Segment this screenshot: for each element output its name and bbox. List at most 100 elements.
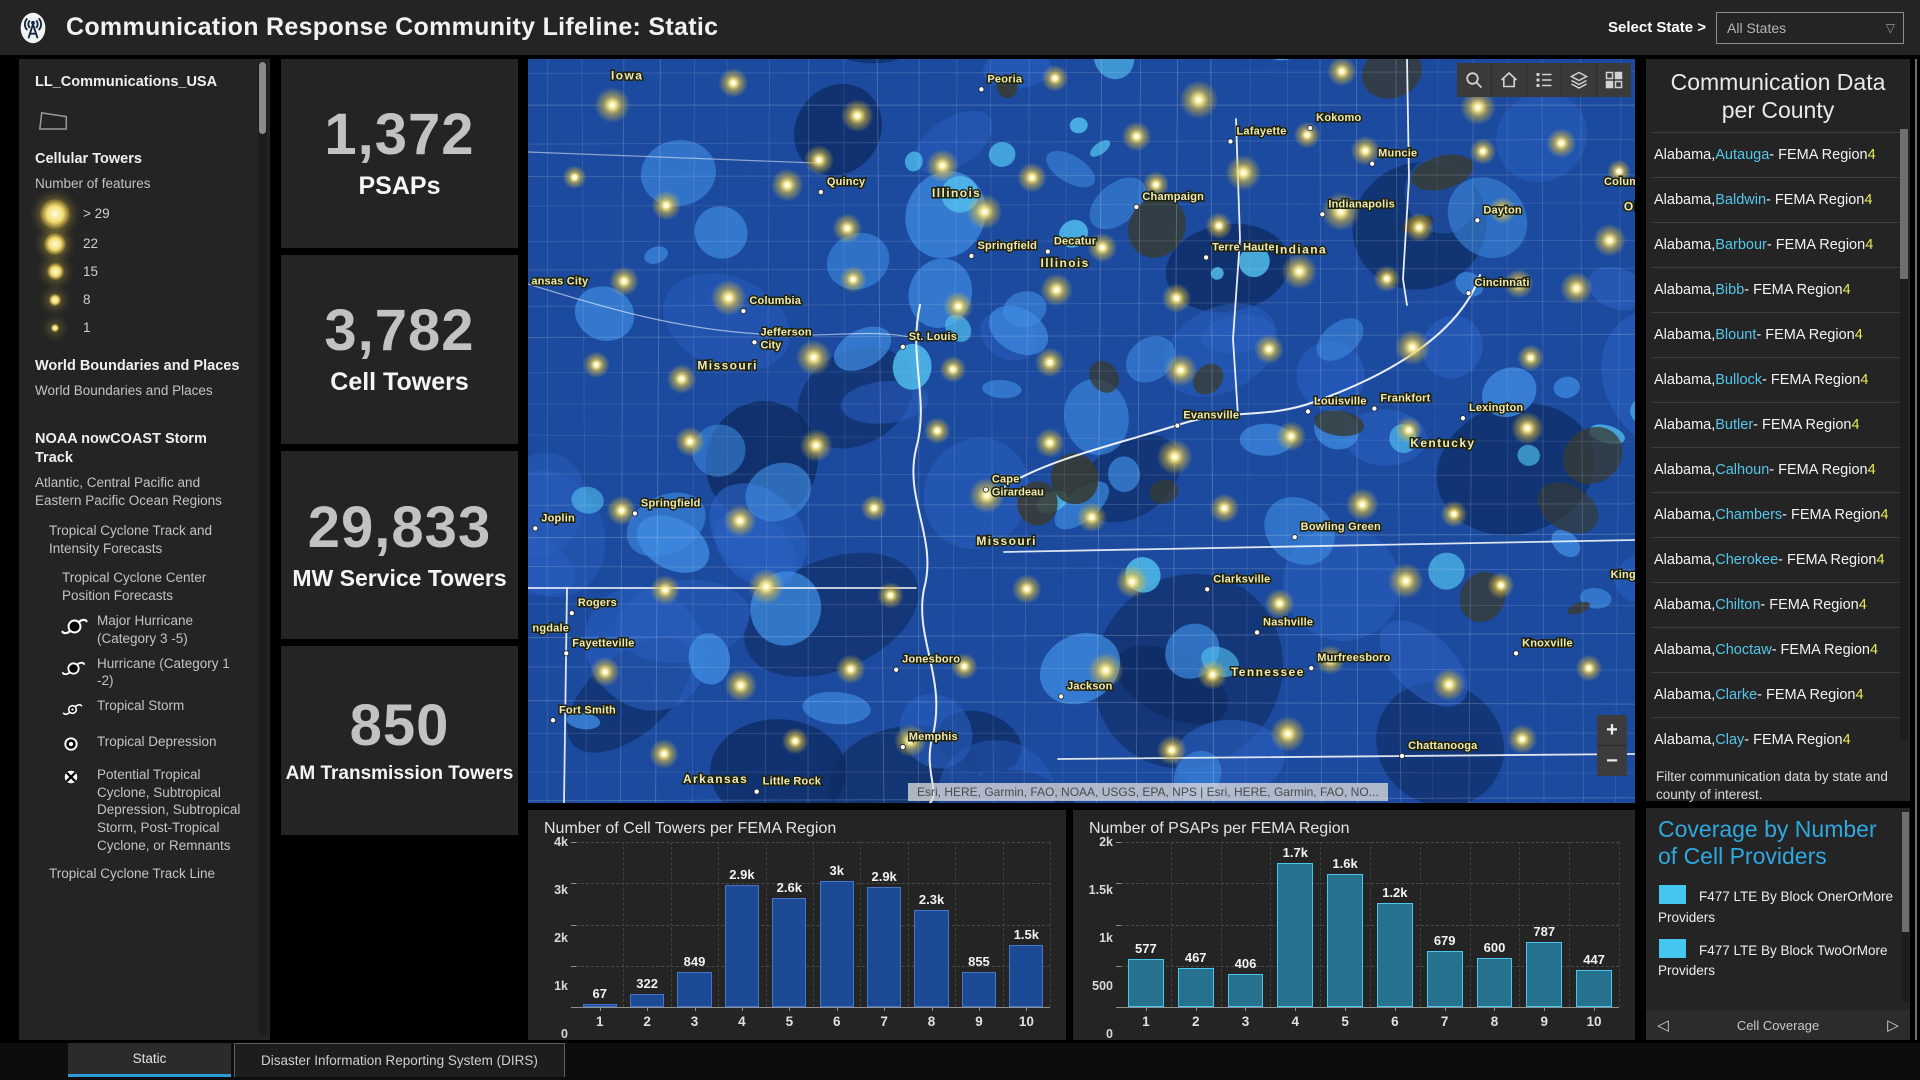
bar[interactable]: [1576, 970, 1612, 1007]
county-row[interactable]: Alabama, Blount - FEMA Region 4: [1652, 312, 1900, 357]
county-middle-text: - FEMA Region: [1757, 687, 1856, 704]
county-row[interactable]: Alabama, Bullock - FEMA Region 4: [1652, 357, 1900, 402]
sidebar-scrollbar-thumb[interactable]: [259, 62, 266, 134]
v-gridline: [718, 842, 720, 1007]
state-label: Arkansas: [683, 772, 748, 786]
x-tickmark: [1494, 1007, 1496, 1011]
zoom-out-button[interactable]: −: [1606, 749, 1618, 772]
city-label: Chattanooga: [1408, 740, 1478, 752]
x-category-label: 7: [1440, 1013, 1449, 1029]
county-name-text: Bibb: [1715, 282, 1745, 299]
tower-density-dot-wrap: [35, 198, 75, 229]
state-label: Missouri: [697, 359, 758, 373]
tab-dirs[interactable]: Disaster Information Reporting System (D…: [234, 1043, 565, 1077]
zoom-in-button[interactable]: +: [1597, 715, 1627, 746]
county-row[interactable]: Alabama, Chilton - FEMA Region 4: [1652, 582, 1900, 627]
home-button[interactable]: [1492, 63, 1527, 97]
bar[interactable]: [677, 971, 712, 1007]
county-row[interactable]: Alabama, Autauga - FEMA Region 4: [1652, 132, 1900, 177]
fema-region-number: 4: [1870, 642, 1879, 659]
y-tickmark: [1116, 842, 1121, 843]
bar[interactable]: [582, 1004, 617, 1007]
county-row[interactable]: Alabama, Clarke - FEMA Region 4: [1652, 672, 1900, 717]
county-row[interactable]: Alabama, Calhoun - FEMA Region 4: [1652, 447, 1900, 492]
county-list-scrollbar-thumb[interactable]: [1900, 129, 1908, 279]
county-row[interactable]: Alabama, Cherokee - FEMA Region 4: [1652, 537, 1900, 582]
y-tickmark: [1116, 1007, 1121, 1008]
bar[interactable]: [630, 993, 665, 1007]
x-category-label: 10: [1586, 1013, 1602, 1029]
x-axis-labels: 1 2 3 4 5 6 7 8 9 10: [576, 1008, 1050, 1034]
county-row[interactable]: Alabama, Chambers - FEMA Region 4: [1652, 492, 1900, 537]
bar[interactable]: [1277, 863, 1314, 1007]
storm-class-row: Tropical Depression: [61, 733, 246, 759]
sidebar-scrollbar[interactable]: [258, 61, 267, 1036]
coverage-blobs: [528, 59, 1635, 803]
county-row[interactable]: Alabama, Baldwin - FEMA Region 4: [1652, 177, 1900, 222]
y-axis: 2k 1.5k 1k 500 0: [1083, 835, 1121, 1041]
bar[interactable]: [724, 885, 759, 1007]
county-row[interactable]: Alabama, Clay - FEMA Region 4: [1652, 717, 1900, 762]
bar[interactable]: [819, 881, 854, 1007]
pager-prev-icon[interactable]: ◁: [1657, 1017, 1669, 1034]
tower-density-dot: [46, 263, 64, 281]
bar[interactable]: [1476, 957, 1513, 1007]
bar-value-label: 447: [1583, 952, 1605, 968]
county-middle-text: - FEMA Region: [1769, 462, 1868, 479]
noaa-sub: Atlantic, Central Pacific and Eastern Pa…: [35, 475, 222, 508]
city-label: Indianapolis: [1328, 198, 1395, 210]
coverage-scrollbar[interactable]: [1902, 812, 1909, 1002]
bar[interactable]: [1526, 942, 1563, 1007]
bar[interactable]: [1009, 945, 1044, 1007]
county-row[interactable]: Alabama, Barbour - FEMA Region 4: [1652, 222, 1900, 267]
map-canvas[interactable]: Iowa Peoria Kokomo Lafayette Muncie Champaign…: [528, 59, 1635, 803]
coverage-scrollbar-thumb[interactable]: [1902, 812, 1909, 932]
bar[interactable]: [1227, 973, 1264, 1007]
search-button[interactable]: [1457, 63, 1492, 97]
state-dropdown[interactable]: All States ▽: [1716, 11, 1904, 44]
bar[interactable]: [1127, 959, 1164, 1007]
city-label: Bowling Green: [1301, 521, 1381, 533]
pager-next-icon[interactable]: ▷: [1887, 1017, 1899, 1034]
county-panel-footer: Filter communication data by state and c…: [1656, 769, 1888, 803]
basemap-button[interactable]: [1597, 63, 1631, 97]
county-name-text: Calhoun: [1715, 462, 1770, 479]
v-gridline: [813, 842, 814, 1007]
county-name-text: Clarke: [1715, 687, 1758, 704]
bar[interactable]: [772, 897, 807, 1007]
city-label: Dayton: [1483, 204, 1522, 216]
legend-button[interactable]: [1527, 63, 1562, 97]
stat-value: 29,833: [307, 494, 492, 560]
county-middle-text: - FEMA Region: [1762, 372, 1861, 389]
city-label: Springfield: [977, 240, 1037, 252]
bar[interactable]: [867, 887, 902, 1007]
county-row[interactable]: Alabama, Bibb - FEMA Region 4: [1652, 267, 1900, 312]
y-tick-label: 1.5k: [1088, 883, 1113, 897]
bar-slot: 3k: [813, 842, 860, 1011]
layers-button[interactable]: [1562, 63, 1597, 97]
map[interactable]: Iowa Peoria Kokomo Lafayette Muncie Champaign…: [528, 59, 1635, 803]
bar[interactable]: [1177, 968, 1214, 1007]
v-gridline: [1619, 842, 1620, 1007]
city-label: Jefferson: [760, 326, 811, 338]
bar[interactable]: [1376, 903, 1413, 1007]
city-label: Champaign: [1142, 191, 1204, 203]
county-state-text: Alabama,: [1654, 372, 1716, 389]
city-label: Fort Smith: [559, 704, 616, 716]
x-tickmark: [789, 1007, 791, 1011]
bar[interactable]: [1327, 874, 1363, 1007]
bar[interactable]: [1426, 950, 1463, 1007]
county-state-text: Alabama,: [1654, 507, 1716, 524]
county-list-scrollbar[interactable]: [1900, 129, 1908, 739]
county-state-text: Alabama,: [1654, 417, 1716, 434]
bar[interactable]: [914, 910, 949, 1007]
feature-class-row: 15: [35, 259, 246, 285]
hurricane-icon: [61, 656, 91, 686]
bar-value-label: 67: [592, 986, 607, 1002]
bar[interactable]: [961, 971, 996, 1007]
county-row[interactable]: Alabama, Butler - FEMA Region 4: [1652, 402, 1900, 447]
bar-slot: 2.9k: [860, 842, 907, 1011]
county-row[interactable]: Alabama, Choctaw - FEMA Region 4: [1652, 627, 1900, 672]
bar-slot: 1.6k: [1320, 842, 1370, 1011]
tab-static[interactable]: Static: [68, 1043, 231, 1077]
